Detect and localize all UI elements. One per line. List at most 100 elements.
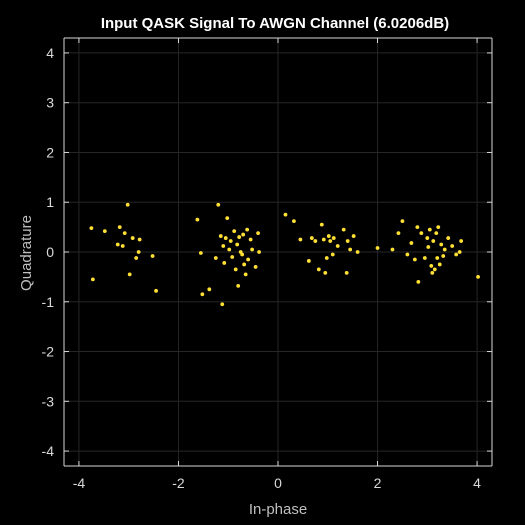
data-point bbox=[218, 234, 223, 238]
data-point bbox=[240, 252, 245, 257]
data-point bbox=[422, 256, 427, 260]
data-point bbox=[348, 247, 353, 252]
data-point bbox=[415, 225, 420, 230]
data-point bbox=[130, 236, 135, 240]
y-tick-label: 4 bbox=[46, 45, 54, 61]
data-point bbox=[235, 242, 240, 247]
data-point bbox=[446, 236, 451, 240]
data-point bbox=[351, 234, 356, 238]
data-point bbox=[228, 239, 233, 243]
y-tick-label: 2 bbox=[46, 144, 54, 160]
data-point bbox=[256, 231, 260, 235]
y-axis-label: Quadrature bbox=[18, 215, 35, 291]
data-point bbox=[216, 202, 221, 207]
axes bbox=[63, 37, 493, 467]
data-point bbox=[237, 235, 242, 239]
y-tick-label: 3 bbox=[46, 95, 54, 111]
data-point bbox=[102, 229, 107, 233]
data-point bbox=[154, 288, 158, 293]
y-tick-label: -1 bbox=[42, 294, 55, 310]
data-point bbox=[375, 246, 380, 250]
x-axis-label: In-phase bbox=[249, 501, 307, 518]
grid bbox=[64, 38, 492, 466]
data-point bbox=[283, 212, 288, 217]
data-point bbox=[390, 247, 395, 252]
data-point bbox=[331, 236, 336, 240]
x-tick-label: 4 bbox=[473, 475, 481, 491]
data-point bbox=[434, 231, 439, 235]
data-point bbox=[246, 257, 251, 262]
tick-labels: -4 -2 0 2 4 -4 -3 -2 -1 0 1 2 3 4 bbox=[42, 45, 482, 491]
data-point bbox=[441, 254, 446, 258]
data-point bbox=[90, 277, 95, 282]
data-point bbox=[306, 259, 311, 263]
data-point bbox=[419, 231, 424, 235]
data-point bbox=[125, 202, 130, 207]
data-point bbox=[442, 247, 447, 252]
data-point bbox=[200, 292, 205, 297]
y-tick-label: -2 bbox=[42, 344, 55, 360]
data-point bbox=[195, 217, 200, 222]
data-point bbox=[400, 219, 405, 224]
data-point bbox=[245, 227, 250, 232]
data-point bbox=[341, 227, 346, 232]
data-point bbox=[122, 231, 127, 235]
data-point bbox=[319, 222, 324, 227]
data-point bbox=[236, 283, 241, 288]
data-point bbox=[242, 262, 247, 267]
data-point bbox=[431, 239, 436, 243]
scatter-points bbox=[89, 202, 480, 307]
data-point bbox=[233, 267, 238, 272]
data-point bbox=[253, 265, 258, 269]
data-point bbox=[454, 252, 459, 257]
data-point bbox=[134, 256, 139, 260]
data-point bbox=[426, 245, 431, 249]
data-point bbox=[292, 219, 296, 224]
data-point bbox=[439, 242, 444, 247]
data-point bbox=[425, 236, 430, 240]
x-tick-label: 2 bbox=[374, 475, 382, 491]
data-point bbox=[137, 237, 142, 242]
data-point bbox=[335, 244, 340, 248]
data-point bbox=[330, 252, 335, 257]
data-point bbox=[476, 274, 480, 279]
x-tick-label: -4 bbox=[73, 475, 86, 491]
data-point bbox=[223, 236, 228, 240]
data-point bbox=[409, 241, 414, 245]
data-point bbox=[150, 254, 155, 258]
data-point bbox=[241, 232, 246, 237]
data-point bbox=[89, 226, 94, 231]
data-point bbox=[429, 264, 434, 268]
data-point bbox=[459, 239, 464, 243]
x-tick-label: 0 bbox=[274, 475, 282, 491]
data-point bbox=[127, 272, 132, 277]
data-point bbox=[427, 227, 432, 232]
data-point bbox=[257, 250, 261, 254]
data-point bbox=[430, 271, 435, 275]
data-point bbox=[355, 250, 360, 254]
data-point bbox=[324, 256, 329, 260]
data-point bbox=[457, 250, 462, 254]
data-point bbox=[198, 251, 203, 255]
data-point bbox=[220, 302, 225, 307]
x-tick-label: -2 bbox=[172, 475, 185, 491]
data-point bbox=[232, 229, 237, 233]
data-point bbox=[412, 257, 417, 262]
data-point bbox=[345, 239, 350, 243]
data-point bbox=[222, 261, 227, 265]
data-point bbox=[328, 239, 333, 243]
data-point bbox=[313, 239, 318, 243]
data-point bbox=[230, 255, 235, 259]
data-point bbox=[207, 287, 212, 292]
data-point bbox=[298, 237, 303, 242]
data-point bbox=[435, 256, 440, 260]
data-point bbox=[250, 247, 255, 252]
data-point bbox=[437, 262, 442, 267]
y-tick-label: -3 bbox=[42, 393, 55, 409]
data-point bbox=[344, 271, 349, 275]
data-point bbox=[225, 216, 230, 221]
data-point bbox=[416, 279, 421, 284]
data-point bbox=[213, 256, 218, 260]
